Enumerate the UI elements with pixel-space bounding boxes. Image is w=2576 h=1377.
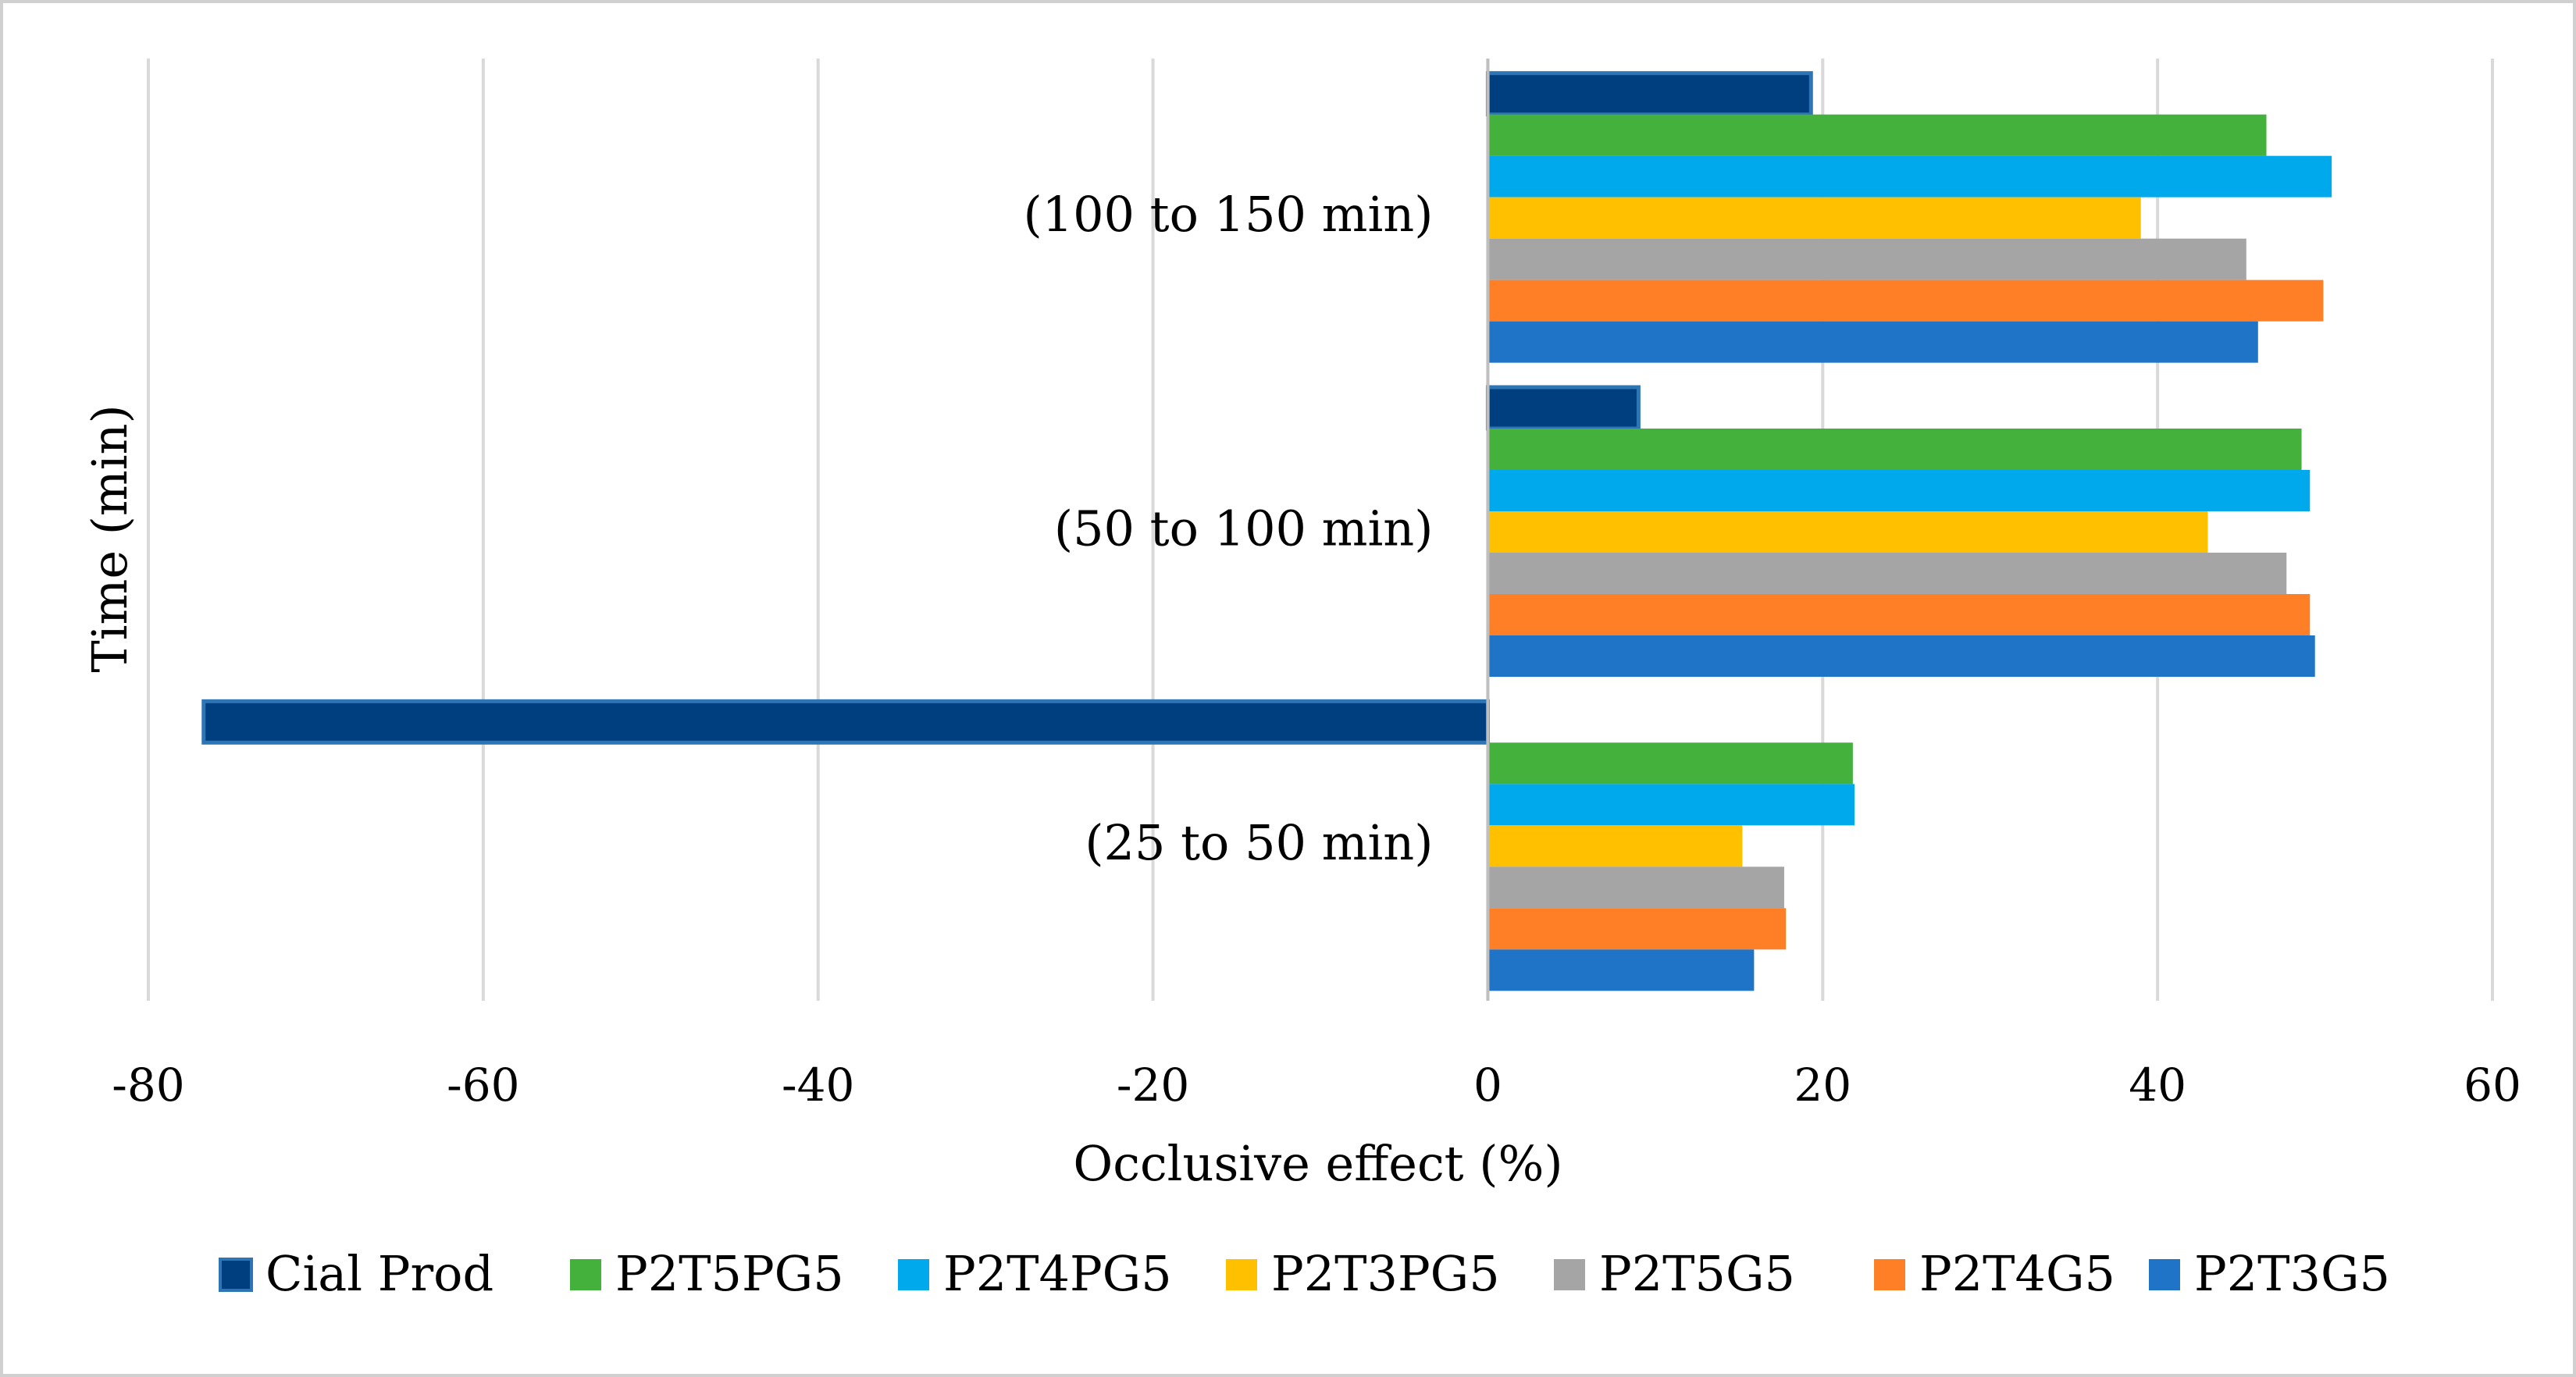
legend-swatch (2149, 1259, 2180, 1290)
x-tick-label: 20 (1794, 1059, 1851, 1112)
bar-p2t4pg5 (1488, 155, 2332, 197)
x-axis-title: Occlusive effect (%) (1073, 1135, 1562, 1192)
bar-p2t5pg5 (1488, 114, 2267, 156)
bar-p2t5g5 (1488, 238, 2246, 280)
y-axis-title: Time (min) (81, 404, 138, 672)
bar-cial-prod (1485, 385, 1641, 431)
bar-p2t4pg5 (1488, 784, 1855, 826)
x-tick-label: -20 (1117, 1059, 1189, 1112)
y-category-label: (100 to 150 min) (1023, 186, 1433, 243)
bar-p2t4g5 (1488, 594, 2311, 635)
y-category-label: (25 to 50 min) (1085, 814, 1433, 871)
bar-p2t3pg5 (1488, 197, 2141, 239)
bar-p2t3g5 (1488, 635, 2315, 677)
legend-swatch (1226, 1259, 1257, 1290)
x-tick-label: -60 (447, 1059, 519, 1112)
legend-label: P2T5PG5 (615, 1245, 844, 1302)
legend-label: P2T5G5 (1599, 1245, 1795, 1302)
x-tick-label: -80 (112, 1059, 184, 1112)
legend-label: P2T3G5 (2194, 1245, 2390, 1302)
legend-label: P2T4PG5 (943, 1245, 1172, 1302)
legend: Cial Prod P2T5PG5 P2T4PG5 P2T3PG5 P2T5G5 P2T4… (219, 1245, 2390, 1302)
legend-swatch (219, 1258, 253, 1292)
bar-p2t3pg5 (1488, 511, 2208, 553)
axes: -80 -60 -40 -20 0 20 40 60 (100 to 150 min) (50 t… (112, 59, 2521, 1112)
legend-label: Cial Prod (265, 1245, 493, 1302)
bar-p2t5pg5 (1488, 742, 1853, 785)
legend-label: P2T4G5 (1919, 1245, 2115, 1302)
y-category-label: (50 to 100 min) (1054, 500, 1434, 557)
bar-p2t5g5 (1488, 866, 1784, 909)
bar-cial-prod (201, 699, 1490, 745)
bar-p2t5g5 (1488, 553, 2287, 594)
bars (201, 71, 2332, 991)
legend-swatch (898, 1259, 929, 1290)
legend-swatch (570, 1259, 601, 1290)
x-tick-label: 40 (2129, 1059, 2186, 1112)
legend-label: P2T3PG5 (1271, 1245, 1500, 1302)
x-tick-label: 60 (2464, 1059, 2521, 1112)
bar-cial-prod (1485, 71, 1813, 117)
bar-p2t3pg5 (1488, 825, 1743, 867)
bar-p2t5pg5 (1488, 429, 2302, 470)
bar-p2t4pg5 (1488, 470, 2311, 511)
legend-swatch (1874, 1259, 1905, 1290)
bar-p2t3g5 (1488, 321, 2258, 363)
x-tick-label: -40 (782, 1059, 854, 1112)
bar-p2t4g5 (1488, 908, 1787, 950)
bar-p2t3g5 (1488, 949, 1755, 991)
legend-swatch (1554, 1259, 1585, 1290)
x-tick-label: 0 (1473, 1059, 1502, 1112)
bar-p2t4g5 (1488, 279, 2324, 322)
